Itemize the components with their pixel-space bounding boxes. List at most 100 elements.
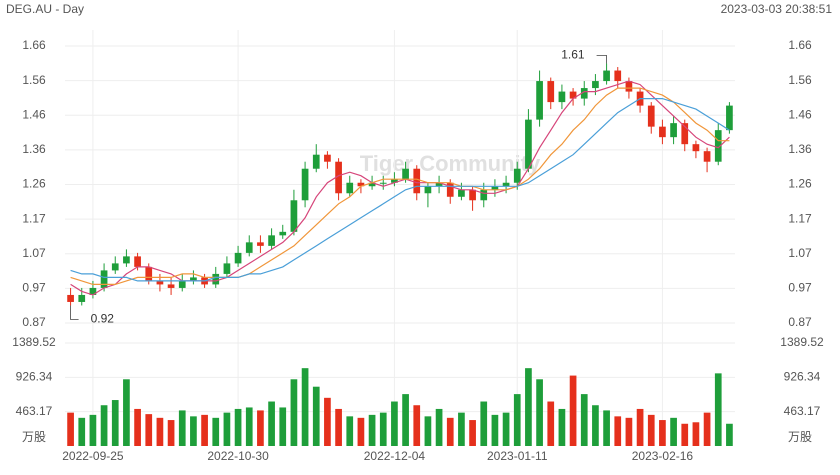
candle-body xyxy=(379,182,387,184)
volume-bar xyxy=(558,408,566,446)
candle-body xyxy=(480,189,488,201)
y-tick-label: 0.87 xyxy=(22,315,46,329)
volume-bar xyxy=(368,414,376,446)
volume-bar xyxy=(402,394,409,446)
timestamp: 2023-03-03 20:38:51 xyxy=(721,2,833,16)
candle-body xyxy=(458,189,465,197)
y2-tick-label: 926.34 xyxy=(16,370,53,384)
volume-bar xyxy=(268,401,275,446)
candle-body xyxy=(424,186,432,194)
candle-body xyxy=(324,154,331,162)
volume-bar xyxy=(89,414,97,446)
candle-body xyxy=(469,189,476,201)
volume-bar xyxy=(78,417,86,446)
volume-bar xyxy=(312,386,320,446)
y2-tick-label: 1389.52 xyxy=(780,335,824,349)
volume-bar xyxy=(212,417,220,446)
candle-body xyxy=(603,70,610,82)
candle-body xyxy=(625,81,633,92)
y-tick-label: 1.66 xyxy=(22,38,46,52)
volume-bar xyxy=(491,414,499,446)
y-tick-label: 1.26 xyxy=(22,177,46,191)
candle-body xyxy=(257,242,264,246)
volume-bar xyxy=(703,412,711,446)
candle-body xyxy=(670,123,677,138)
candle-body xyxy=(491,186,499,190)
y2-tick-label: 926.34 xyxy=(784,370,821,384)
candle-body xyxy=(167,284,175,288)
y-tick-label: 1.56 xyxy=(788,73,812,87)
y-tick-label: 1.56 xyxy=(22,73,46,87)
candle-body xyxy=(659,126,666,138)
volume-bar xyxy=(614,416,622,446)
volume-bar xyxy=(201,414,208,446)
y-tick-label: 0.97 xyxy=(22,281,46,295)
annotation-leader xyxy=(70,305,79,320)
volume-bar xyxy=(234,408,242,446)
volume-bar xyxy=(458,412,465,446)
volume-bar xyxy=(580,394,588,446)
volume-bar xyxy=(290,379,298,446)
volume-unit: 万股 xyxy=(22,430,46,444)
y2-tick-label: 1389.52 xyxy=(12,335,56,349)
annotation: 1.61 xyxy=(561,48,585,62)
y-tick-label: 1.36 xyxy=(788,142,812,156)
volume-bar xyxy=(480,401,488,446)
volume-bar xyxy=(603,410,610,446)
candle-body xyxy=(100,270,108,288)
candle-body xyxy=(614,70,622,82)
volume-bar xyxy=(670,417,677,446)
volume-bar xyxy=(726,423,733,446)
annotation: 0.92 xyxy=(91,312,115,326)
candle-body xyxy=(647,105,655,127)
y-tick-label: 1.36 xyxy=(22,142,46,156)
candle-body xyxy=(178,280,186,288)
candle-body xyxy=(301,168,309,201)
volume-bar xyxy=(111,400,119,446)
volume-bar xyxy=(324,397,331,446)
candle-body xyxy=(368,182,376,187)
volume-bar xyxy=(391,401,398,446)
candle-body xyxy=(223,263,231,274)
volume-bar xyxy=(513,394,521,446)
watermark: Tiger Community xyxy=(360,151,541,176)
volume-bar xyxy=(547,401,555,446)
volume-bar xyxy=(714,373,722,446)
y2-tick-label: 463.17 xyxy=(16,404,53,418)
candle-body xyxy=(391,179,398,183)
volume-bar xyxy=(636,408,644,446)
volume-bar xyxy=(413,405,421,446)
volume-bar xyxy=(659,420,666,446)
volume-bar xyxy=(335,408,342,446)
volume-bar xyxy=(569,375,577,446)
volume-bar xyxy=(167,420,175,446)
volume-bar xyxy=(67,412,74,446)
candle-body xyxy=(212,273,220,285)
volume-bar xyxy=(123,379,130,446)
y-tick-label: 0.87 xyxy=(788,315,812,329)
volume-bar xyxy=(190,416,197,446)
candle-body xyxy=(502,182,510,187)
candle-body xyxy=(346,182,354,194)
volume-bar xyxy=(156,417,164,446)
candle-body xyxy=(547,81,555,103)
x-tick-label: 2023-01-11 xyxy=(487,449,548,463)
y-tick-label: 1.07 xyxy=(788,246,812,260)
y-tick-label: 1.26 xyxy=(788,177,812,191)
volume-bar xyxy=(134,408,141,446)
y-tick-label: 1.17 xyxy=(22,211,46,225)
volume-bar xyxy=(681,423,689,446)
volume-bar xyxy=(647,414,655,446)
chart-title: DEG.AU - Day xyxy=(6,2,84,16)
candle-body xyxy=(111,263,119,271)
volume-bar xyxy=(435,408,443,446)
y-tick-label: 1.46 xyxy=(788,107,812,121)
candle-body xyxy=(123,256,130,264)
volume-bar xyxy=(245,407,253,446)
x-tick-label: 2023-02-16 xyxy=(632,449,694,463)
volume-bar xyxy=(178,410,186,446)
candle-body xyxy=(580,88,588,99)
candle-body xyxy=(402,168,409,180)
candle-body xyxy=(312,154,320,169)
